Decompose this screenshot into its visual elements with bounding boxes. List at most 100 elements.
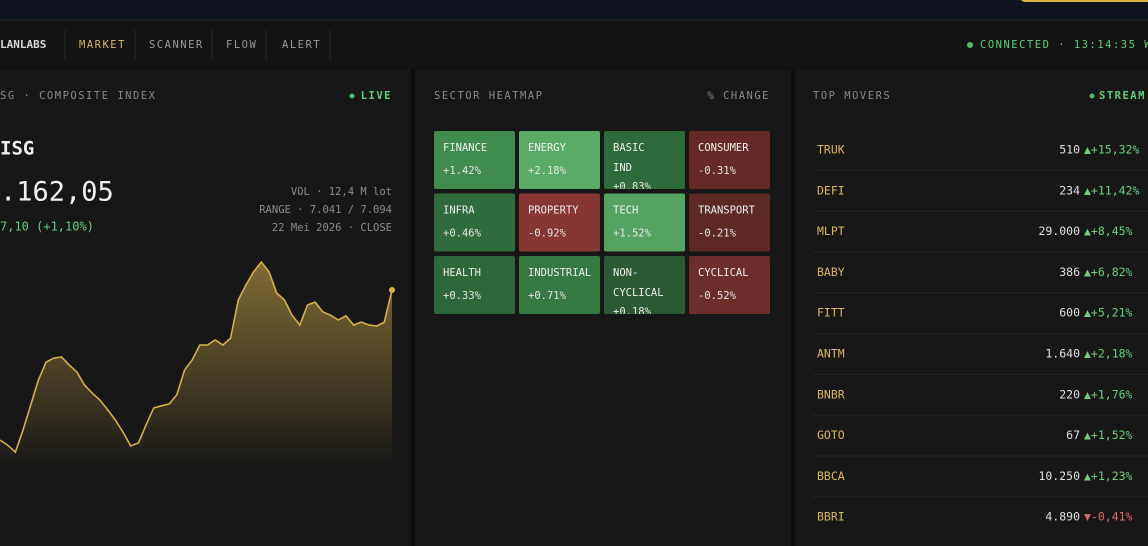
tile-name: INDUSTRIAL xyxy=(528,267,591,279)
change: ▲+5,21% xyxy=(1084,306,1133,320)
price: 386 xyxy=(1059,265,1080,279)
tile-name: CYCLICAL xyxy=(613,287,664,299)
heatmap-tile[interactable]: HEALTH +0.33% xyxy=(434,256,515,314)
tile-change: +0.46% xyxy=(443,228,482,240)
heatmap-tile[interactable]: CYCLICAL -0.52% xyxy=(689,256,770,314)
tile-name: BASIC xyxy=(613,142,645,154)
ticker[interactable]: FITT xyxy=(817,306,845,320)
tile-name: PROPERTY xyxy=(528,205,579,217)
price: 67 xyxy=(1066,428,1080,442)
stat: VOL · 12,4 M lot xyxy=(291,186,392,198)
price: 220 xyxy=(1059,387,1080,401)
tile-name: IND xyxy=(613,162,632,174)
tile-bg xyxy=(604,256,685,314)
nav-tab[interactable]: MARKET xyxy=(79,39,126,51)
ticker[interactable]: MLPT xyxy=(817,224,845,238)
panel-unit: % CHANGE xyxy=(707,90,770,102)
symbol: ISG xyxy=(0,138,34,160)
live-badge: LIVE xyxy=(361,90,392,102)
tile-change: -0.52% xyxy=(698,290,737,302)
heatmap-tile[interactable]: FINANCE +1.42% xyxy=(434,131,515,189)
tile-change: +0.18% xyxy=(613,306,652,318)
tile-bg xyxy=(434,256,515,314)
price: 10.250 xyxy=(1038,469,1080,483)
tile-bg xyxy=(604,193,685,252)
change: ▲+15,32% xyxy=(1084,143,1139,157)
panel-title: TOP MOVERS xyxy=(813,90,891,102)
tile-change: +1.52% xyxy=(613,228,652,240)
chart-line xyxy=(0,260,393,454)
ticker[interactable]: BBRI xyxy=(817,510,845,524)
heatmap-tile[interactable]: INFRA +0.46% xyxy=(434,193,515,252)
change: ▲+11,42% xyxy=(1084,183,1139,197)
heatmap-tile[interactable]: ENERGY +2.18% xyxy=(519,131,600,189)
brand[interactable]: LANLABS xyxy=(0,38,46,51)
nav-bar xyxy=(0,20,1148,68)
change: ▼-0,41% xyxy=(1084,510,1133,524)
stream-badge: STREAM xyxy=(1099,90,1146,102)
tile-bg xyxy=(519,256,600,314)
tile-bg xyxy=(519,131,600,189)
ticker[interactable]: BBCA xyxy=(817,469,845,483)
tile-bg xyxy=(434,193,515,252)
ticker[interactable]: DEFI xyxy=(817,183,845,197)
tile-name: FINANCE xyxy=(443,142,487,154)
price: .162,05 xyxy=(0,177,114,208)
change: ▲+1,23% xyxy=(1084,469,1133,483)
nav-tab[interactable]: ALERT xyxy=(282,39,321,51)
heatmap-tile[interactable]: TRANSPORT -0.21% xyxy=(689,193,770,252)
price-change: 7,10 (+1,10%) xyxy=(0,220,94,234)
panel-title: SG · COMPOSITE INDEX xyxy=(0,90,156,102)
tile-bg xyxy=(689,131,770,189)
heatmap-tile[interactable]: TECH +1.52% xyxy=(604,193,685,252)
tile-change: -0.21% xyxy=(698,228,737,240)
tile-name: HEALTH xyxy=(443,267,481,279)
change: ▲+6,82% xyxy=(1084,265,1133,279)
index-panel xyxy=(0,69,411,546)
stat: 22 Mei 2026 · CLOSE xyxy=(272,222,392,234)
tile-change: +2.18% xyxy=(528,165,567,177)
top-button[interactable] xyxy=(1020,0,1148,2)
price: 1.640 xyxy=(1045,347,1080,361)
ticker[interactable]: TRUK xyxy=(817,143,845,157)
ticker[interactable]: GOTO xyxy=(817,428,845,442)
price: 4.890 xyxy=(1045,510,1080,524)
ticker[interactable]: BABY xyxy=(817,265,845,279)
nav-tab[interactable]: FLOW xyxy=(226,39,257,51)
top-bar xyxy=(0,0,1148,19)
panel-title: SECTOR HEATMAP xyxy=(434,90,544,102)
change: ▲+1,52% xyxy=(1084,428,1133,442)
chart-area xyxy=(0,262,392,470)
change: ▲+8,45% xyxy=(1084,224,1133,238)
tile-name: CONSUMER xyxy=(698,142,749,154)
change: ▲+2,18% xyxy=(1084,347,1133,361)
price: 29.000 xyxy=(1038,224,1080,238)
tile-bg xyxy=(689,256,770,314)
tile-name: ENERGY xyxy=(528,142,567,154)
heatmap-tile[interactable]: BASIC IND +0.83% xyxy=(604,131,685,193)
tile-bg xyxy=(434,131,515,189)
heatmap-tile[interactable]: NON- CYCLICAL +0.18% xyxy=(604,256,685,318)
last-point xyxy=(389,287,395,294)
tile-name: INFRA xyxy=(443,205,475,217)
tile-name: TECH xyxy=(613,205,638,217)
tile-change: +0.71% xyxy=(528,290,567,302)
change: ▲+1,76% xyxy=(1084,387,1133,401)
tile-bg xyxy=(689,193,770,252)
ticker[interactable]: BNBR xyxy=(817,387,845,401)
tile-name: CYCLICAL xyxy=(698,267,749,279)
price: 510 xyxy=(1059,143,1080,157)
heatmap-tile[interactable]: CONSUMER -0.31% xyxy=(689,131,770,189)
heatmap-tile[interactable]: INDUSTRIAL +0.71% xyxy=(519,256,600,314)
tile-change: +1.42% xyxy=(443,165,482,177)
tile-change: -0.31% xyxy=(698,165,737,177)
ticker[interactable]: ANTM xyxy=(817,347,845,361)
tile-name: NON- xyxy=(613,267,638,279)
stream-dot xyxy=(1089,93,1095,99)
heatmap-tile[interactable]: PROPERTY -0.92% xyxy=(519,193,600,252)
nav-tab[interactable]: SCANNER xyxy=(149,39,204,51)
tile-name: TRANSPORT xyxy=(698,205,756,217)
tile-bg xyxy=(519,193,600,252)
